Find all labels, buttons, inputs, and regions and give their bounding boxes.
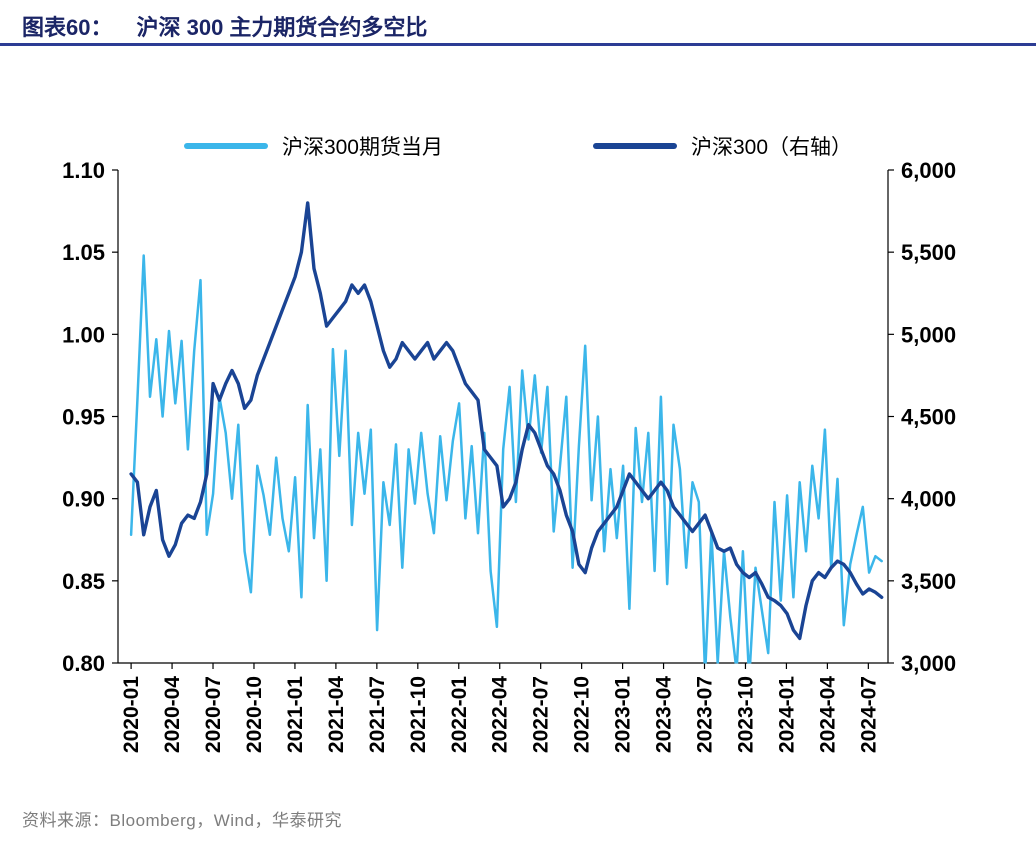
left-axis-tick-label: 0.80 [62,651,105,676]
right-axis-tick-label: 6,000 [901,158,956,183]
x-axis-tick-label-group: 2024-04 [816,676,839,753]
figure-number: 图表60： [22,15,113,40]
x-axis-tick-label: 2022-07 [530,676,553,753]
x-axis-tick-label: 2022-01 [448,676,471,753]
left-axis-tick-label: 1.10 [62,158,105,183]
right-axis-tick-label: 4,500 [901,405,956,430]
legend-item-futures: 沪深300期货当月 [183,131,443,161]
x-axis-tick-label-group: 2024-01 [775,676,798,753]
legend-label-index: 沪深300（右轴） [691,136,853,159]
x-axis-tick-label-group: 2020-04 [161,676,184,753]
legend-item-index: 沪深300（右轴） [593,131,852,161]
x-axis-tick-label: 2021-01 [284,676,307,753]
x-axis-tick-label: 2020-01 [120,676,143,753]
x-axis-tick-label: 2023-01 [612,676,635,753]
left-axis-tick-label: 1.00 [62,322,105,347]
x-axis-tick-label-group: 2023-10 [735,676,758,753]
left-axis-tick-label: 1.05 [62,240,105,265]
x-axis-tick-label: 2021-07 [366,676,389,753]
x-axis-tick-label-group: 2021-04 [325,676,348,753]
left-axis-tick-label: 0.85 [62,569,105,594]
right-axis-tick-label: 5,500 [901,240,956,265]
x-axis-tick-label-group: 2024-07 [857,676,880,753]
right-axis-tick-label: 5,000 [901,322,956,347]
x-axis-tick-label: 2024-07 [857,676,880,753]
x-axis-tick-label: 2023-07 [694,676,717,753]
x-axis-tick-label-group: 2020-07 [202,676,225,753]
x-axis-tick-label: 2024-01 [775,676,798,753]
figure-header: 图表60： 沪深 300 主力期货合约多空比 [22,10,427,42]
right-axis-tick-label: 3,500 [901,569,956,594]
x-axis-tick-label: 2023-10 [735,676,758,753]
x-axis-tick-label-group: 2021-01 [284,676,307,753]
series-line-futures [129,254,883,664]
x-axis-tick-label: 2021-04 [325,676,348,753]
x-axis-tick-label: 2021-10 [407,676,430,753]
x-axis-tick-label: 2024-04 [816,676,839,753]
x-axis-tick-label: 2022-04 [489,676,512,753]
source-note: 资料来源：Bloomberg，Wind，华泰研究 [22,811,342,830]
x-axis-tick-label: 2020-07 [202,676,225,753]
x-axis-tick-label-group: 2023-01 [612,676,635,753]
x-axis-tick-label-group: 2022-10 [571,676,594,753]
x-axis-tick-label-group: 2021-10 [407,676,430,753]
x-axis-tick-label-group: 2022-04 [489,676,512,753]
x-axis-tick-label: 2020-10 [243,676,266,753]
x-axis-tick-label-group: 2022-01 [448,676,471,753]
left-axis-tick-label: 0.95 [62,405,105,430]
figure-title: 沪深 300 主力期货合约多空比 [136,15,428,40]
x-axis-tick-label-group: 2023-07 [694,676,717,753]
legend-label-futures: 沪深300期货当月 [281,136,443,159]
x-axis-tick-label-group: 2023-04 [653,676,676,753]
x-axis-tick-label: 2023-04 [653,676,676,753]
right-axis-tick-label: 3,000 [901,651,956,676]
left-axis-tick-label: 0.90 [62,487,105,512]
x-axis-tick-label: 2020-04 [161,676,184,753]
title-rule [0,43,1036,46]
right-axis-tick-label: 4,000 [901,487,956,512]
x-axis-tick-label-group: 2020-01 [120,676,143,753]
legend-swatch-index [593,143,677,149]
chart-legend: 沪深300期货当月 沪深300（右轴） [0,131,1036,161]
x-axis-tick-label-group: 2021-07 [366,676,389,753]
x-axis-tick-label: 2022-10 [571,676,594,753]
x-axis-tick-label-group: 2022-07 [530,676,553,753]
x-axis-tick-label-group: 2020-10 [243,676,266,753]
legend-swatch-futures [183,143,268,149]
series-line-index [129,201,884,641]
